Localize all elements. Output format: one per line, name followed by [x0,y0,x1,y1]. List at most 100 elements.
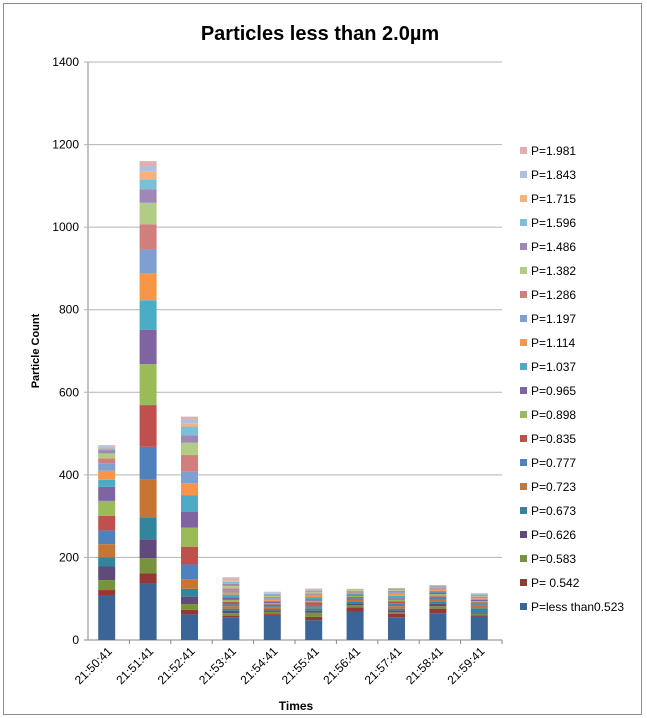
bar-segment [222,617,240,640]
x-tick-label: 21:59:41 [444,644,487,687]
bar-segment [346,607,364,612]
legend-label: P=1.382 [531,264,576,278]
bar-segment [139,558,157,574]
bar-segment [346,593,364,595]
bar-segment [388,603,405,607]
legend-label: P=1.981 [531,144,576,158]
legend-swatch [520,555,527,562]
bar-segment [181,483,198,496]
bar-segment [98,544,116,558]
bar-segment [263,609,281,611]
legend-swatch [520,483,527,490]
y-tick-label: 400 [59,468,79,482]
bar-segment [346,611,364,640]
bar-segment [429,592,447,595]
chart-border [3,3,642,715]
legend-swatch [520,507,527,514]
bar-segment [429,596,447,598]
bar-segment [98,580,116,591]
bar-segment [98,448,116,451]
bar-segment [305,602,323,605]
bar-segment [388,610,405,613]
bar-segment [346,601,364,604]
bar-segment [222,599,240,603]
bar-segment [263,600,281,603]
bar-segment [429,587,447,589]
bar-segment [388,588,405,590]
x-tick-label: 21:52:41 [155,644,198,687]
bar-segment [429,586,447,588]
legend-label: P=1.486 [531,240,576,254]
bar-segment [98,479,116,487]
legend-label: P=1.037 [531,360,576,374]
bar-segment [98,446,116,449]
bar-segment [139,329,157,365]
bar-segment [181,423,198,427]
bar-segment [263,598,281,600]
bar-segment [346,597,364,599]
y-tick-label: 800 [59,303,79,317]
bar-segment [139,364,157,406]
y-tick-label: 0 [72,633,79,647]
legend-label: P=less than0.523 [531,600,624,614]
bar-segment [305,616,323,621]
bar-segment [222,613,240,616]
bar-segment [222,606,240,609]
bar-segment [305,594,323,596]
bar-segment [181,442,198,456]
bar-segment [346,591,364,593]
bar-segment [429,613,447,640]
legend-swatch [520,147,527,154]
bar-segment [181,495,198,512]
bar-segment [98,450,116,454]
bar-segment [305,608,323,611]
legend-label: P=0.777 [531,456,576,470]
bar-segment [470,596,488,598]
legend-swatch [520,387,527,394]
bar-segment [388,613,405,618]
bar-segment [305,591,323,593]
legend-swatch [520,411,527,418]
bar-segment [346,603,364,606]
bar-segment [305,599,323,601]
legend-swatch [520,171,527,178]
bar-segment [139,573,157,584]
bar-segment [263,604,281,607]
bar-segment [139,583,157,640]
bar-segment [98,463,116,471]
bar-segment [429,601,447,604]
bar-segment [305,600,323,603]
bar-segment [470,613,488,616]
bar-segment [346,598,364,600]
bar-segment [181,426,198,436]
legend-label: P=0.583 [531,552,576,566]
x-tick-label: 21:57:41 [362,644,405,687]
bar-segment [222,588,240,591]
legend-label: P=1.197 [531,312,576,326]
bar-segment [98,590,116,595]
bar-segment [98,486,116,501]
bar-segment [429,588,447,590]
x-tick-label: 21:53:41 [196,644,239,687]
bar-segment [181,546,198,565]
legend-swatch [520,531,527,538]
legend-swatch [520,339,527,346]
bar-segment [222,597,240,600]
bar-segment [139,446,157,480]
bar-segment [98,458,116,464]
legend-swatch [520,603,527,610]
bar-segment [305,620,323,640]
bar-segment [388,601,405,604]
bar-segment [139,249,157,274]
bar-segment [470,598,488,600]
bar-segment [263,595,281,598]
bar-segment [263,611,281,614]
bar-segment [470,597,488,599]
bar-segment [346,599,364,602]
bar-segment [181,579,198,589]
legend-label: P=0.898 [531,408,576,422]
bar-segment [181,588,198,597]
bar-segment [139,517,157,540]
bar-segment [181,614,198,640]
bar-segment [388,617,405,640]
